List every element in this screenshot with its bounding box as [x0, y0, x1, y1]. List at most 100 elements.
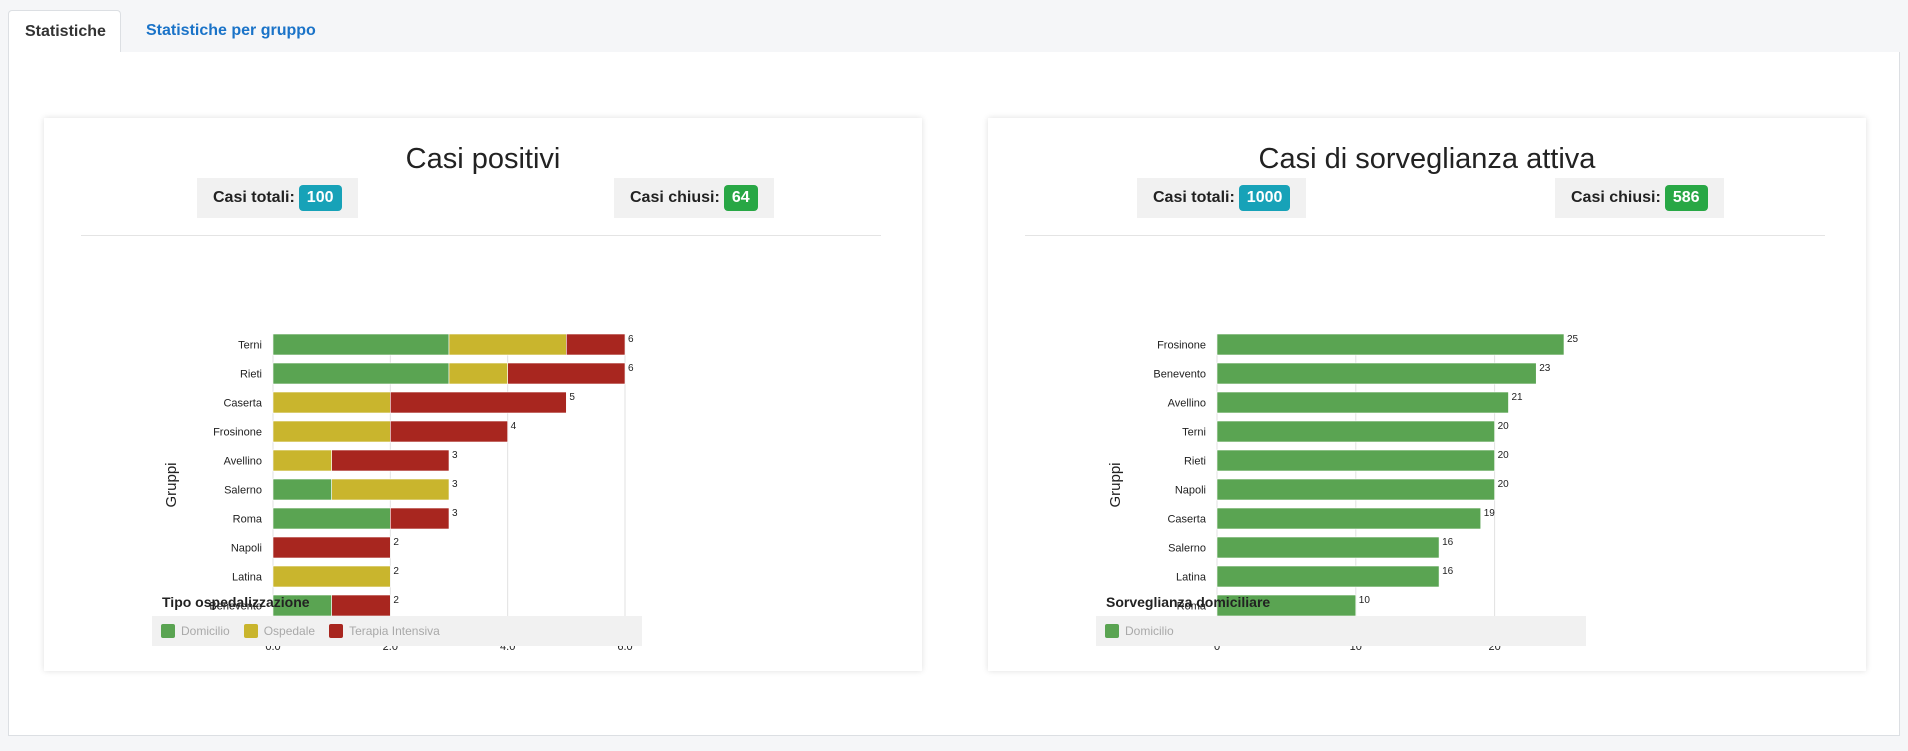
- legend-item[interactable]: Terapia Intensiva: [329, 624, 440, 638]
- total-cases-badge: 1000: [1238, 185, 1291, 211]
- y-axis-label: Gruppi: [163, 462, 180, 507]
- bar-segment: [272, 478, 332, 501]
- data-label: 4: [511, 421, 517, 432]
- divider: [81, 235, 881, 236]
- closed-cases-box: Casi chiusi: 64: [614, 178, 774, 218]
- legend-item[interactable]: Domicilio: [161, 624, 230, 638]
- legend-label: Ospedale: [263, 624, 316, 638]
- legend-label: Domicilio: [1125, 624, 1174, 638]
- data-label: 2: [393, 595, 399, 606]
- category-label: Salerno: [1168, 543, 1206, 555]
- bar-segment: [390, 391, 567, 414]
- category-label: Latina: [1176, 572, 1207, 584]
- total-cases-label: Casi totali:: [1153, 189, 1235, 206]
- bar-segment: [272, 507, 391, 530]
- bar-segment: [272, 449, 332, 472]
- legend-label: Domicilio: [181, 624, 230, 638]
- category-label: Rieti: [240, 369, 262, 381]
- bar-segment: [1216, 449, 1495, 472]
- legend-title: Tipo ospedalizzazione: [162, 594, 310, 610]
- legend-swatch: [1105, 624, 1119, 638]
- category-label: Frosinone: [1157, 340, 1206, 352]
- data-label: 16: [1442, 537, 1454, 548]
- data-label: 16: [1442, 566, 1454, 577]
- legend-title: Sorveglianza domiciliare: [1106, 594, 1271, 610]
- category-label: Terni: [238, 340, 262, 352]
- legend-label: Terapia Intensiva: [349, 624, 440, 638]
- category-label: Benevento: [209, 601, 262, 613]
- bar-segment: [390, 420, 508, 443]
- bar-segment: [272, 391, 391, 414]
- closed-cases-label: Casi chiusi:: [1571, 189, 1661, 206]
- legend-swatch: [329, 624, 344, 638]
- closed-cases-box: Casi chiusi: 586: [1555, 178, 1724, 218]
- bar-segment: [272, 565, 391, 588]
- category-label: Latina: [232, 572, 263, 584]
- category-label: Roma: [1177, 601, 1207, 613]
- bar-segment: [331, 449, 450, 472]
- category-label: Frosinone: [213, 427, 262, 439]
- tab-statistiche-per-gruppo[interactable]: Statistiche per gruppo: [146, 22, 316, 39]
- bar-segment: [272, 536, 391, 559]
- data-label: 3: [452, 450, 458, 461]
- category-label: Napoli: [1175, 485, 1206, 497]
- bar-segment: [1216, 507, 1482, 530]
- card-title: Casi di sorveglianza attiva: [1258, 143, 1596, 175]
- bar-segment: [1216, 536, 1440, 559]
- data-label: 19: [1484, 508, 1496, 519]
- bar-segment: [331, 594, 391, 617]
- divider: [1025, 235, 1825, 236]
- total-cases-badge: 100: [298, 185, 342, 211]
- tab-bar: Statistiche Statistiche per gruppo: [8, 10, 1900, 53]
- bar-segment: [331, 478, 450, 501]
- x-tick-label: 0: [1214, 641, 1220, 653]
- data-label: 20: [1498, 479, 1510, 490]
- tab-statistiche[interactable]: Statistiche: [8, 10, 121, 53]
- bar-segment: [1216, 420, 1495, 443]
- data-label: 6: [628, 334, 634, 345]
- legend-item[interactable]: Ospedale: [243, 624, 316, 638]
- category-label: Terni: [1182, 427, 1206, 439]
- data-label: 20: [1498, 450, 1510, 461]
- total-cases-box: Casi totali: 1000: [1137, 178, 1307, 218]
- total-cases-label: Casi totali:: [213, 189, 295, 206]
- category-label: Salerno: [224, 485, 262, 497]
- data-label: 3: [452, 479, 458, 490]
- closed-cases-label: Casi chiusi:: [630, 189, 720, 206]
- chart-legend: Domicilio Ospedale Terapia Intensiva: [152, 616, 642, 646]
- data-label: 21: [1511, 392, 1523, 403]
- bar-segment: [272, 420, 391, 443]
- legend-item[interactable]: Domicilio: [1105, 624, 1174, 638]
- bar-segment: [566, 333, 626, 356]
- total-cases-box: Casi totali: 100: [197, 178, 358, 218]
- bar-segment: [448, 362, 508, 385]
- card-title: Casi positivi: [405, 143, 561, 175]
- category-label: Rieti: [1184, 456, 1206, 468]
- bar-segment: [1216, 565, 1440, 588]
- data-label: 3: [452, 508, 458, 519]
- bar-segment: [272, 333, 450, 356]
- closed-cases-badge: 586: [1664, 185, 1708, 211]
- bar-segment: [1216, 391, 1509, 414]
- category-label: Caserta: [223, 398, 262, 410]
- legend-swatch: [161, 624, 175, 638]
- data-label: 6: [628, 363, 634, 374]
- data-label: 2: [393, 566, 399, 577]
- data-label: 10: [1359, 595, 1371, 606]
- category-label: Napoli: [231, 543, 262, 555]
- positive-cases-card: Casi positivi Casi totali: 100 Casi chius…: [44, 118, 922, 671]
- bar-segment: [1216, 362, 1537, 385]
- category-label: Avellino: [1168, 398, 1206, 410]
- active-surveillance-card: Casi di sorveglianza attiva Casi totali:…: [988, 118, 1866, 671]
- data-label: 5: [569, 392, 575, 403]
- bar-segment: [390, 507, 450, 530]
- legend-swatch: [243, 624, 258, 638]
- category-label: Benevento: [1153, 369, 1206, 381]
- bar-segment: [1216, 478, 1495, 501]
- closed-cases-badge: 64: [723, 185, 758, 211]
- bar-segment: [507, 362, 626, 385]
- category-label: Roma: [233, 514, 263, 526]
- data-label: 2: [393, 537, 399, 548]
- bar-segment: [272, 362, 450, 385]
